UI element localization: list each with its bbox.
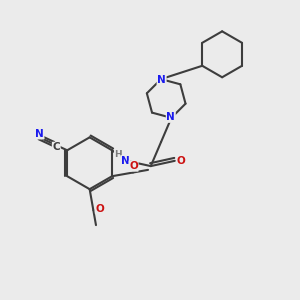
Text: O: O <box>129 161 138 171</box>
Text: O: O <box>95 204 104 214</box>
Text: H: H <box>115 150 122 159</box>
Text: C: C <box>52 142 60 152</box>
Text: N: N <box>121 156 130 166</box>
Text: O: O <box>176 156 185 166</box>
Text: N: N <box>35 129 44 139</box>
Text: N: N <box>157 75 166 85</box>
Text: N: N <box>167 112 175 122</box>
